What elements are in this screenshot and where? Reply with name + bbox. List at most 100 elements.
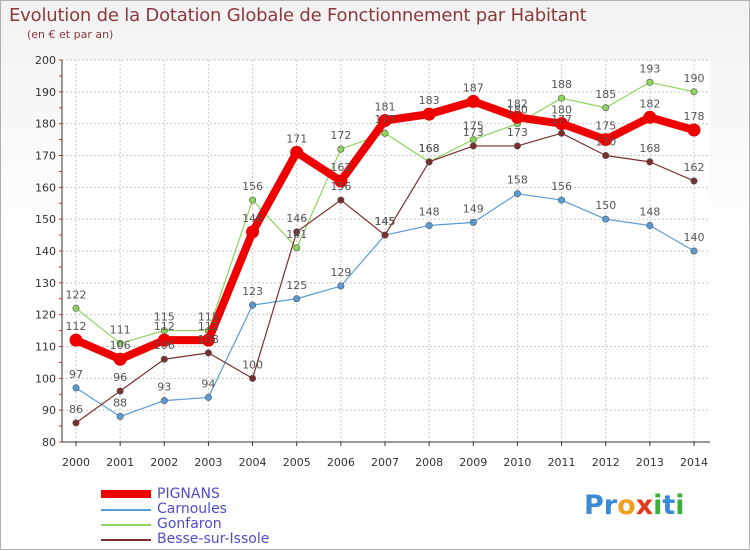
x-tick-label: 2014 — [680, 456, 708, 469]
y-tick-label: 190 — [35, 86, 56, 99]
data-point-pignans — [599, 133, 613, 147]
data-point-carnoules — [646, 222, 654, 230]
data-label-pignans: 112 — [66, 320, 87, 333]
data-label-gonfaron: 188 — [551, 78, 572, 91]
data-point-carnoules — [337, 282, 345, 290]
chart-title: Evolution de la Dotation Globale de Fonc… — [9, 5, 587, 26]
data-point-carnoules — [160, 397, 168, 405]
y-tick-label: 100 — [35, 372, 56, 385]
x-tick-label: 2012 — [592, 456, 620, 469]
data-label-pignans: 146 — [242, 212, 263, 225]
data-label-carnoules: 125 — [286, 279, 307, 292]
data-point-pignans — [157, 333, 171, 347]
data-point-pignans — [334, 174, 348, 188]
data-point-besse-sur-issole — [72, 419, 80, 427]
data-point-carnoules — [116, 413, 124, 421]
logo-letter: i — [653, 490, 663, 521]
data-point-besse-sur-issole — [204, 349, 212, 357]
data-point-carnoules — [425, 222, 433, 230]
data-label-pignans: 182 — [507, 97, 528, 110]
legend-swatch-besse-sur-issole — [101, 539, 151, 541]
data-label-gonfaron: 175 — [463, 120, 484, 133]
data-point-pignans — [510, 110, 524, 124]
data-point-besse-sur-issole — [381, 231, 389, 239]
y-tick-label: 90 — [42, 404, 56, 417]
legend-label-gonfaron: Gonfaron — [157, 516, 222, 532]
data-label-pignans: 175 — [595, 120, 616, 133]
data-point-besse-sur-issole — [249, 374, 257, 382]
data-point-gonfaron — [381, 129, 389, 137]
data-label-pignans: 183 — [419, 94, 440, 107]
legend-item-besse-sur-issole[interactable]: Besse-sur-Issole — [101, 531, 321, 548]
data-label-carnoules: 156 — [551, 180, 572, 193]
x-tick-label: 2002 — [150, 456, 178, 469]
data-label-pignans: 162 — [330, 161, 351, 174]
data-point-gonfaron — [646, 78, 654, 86]
data-label-besse-sur-issole: 170 — [595, 136, 616, 149]
data-point-gonfaron — [116, 339, 124, 347]
legend-item-carnoules[interactable]: Carnoules — [101, 501, 321, 518]
data-point-carnoules — [690, 247, 698, 255]
data-label-besse-sur-issole: 100 — [242, 358, 263, 371]
legend-swatch-carnoules — [101, 509, 151, 511]
data-point-besse-sur-issole — [160, 355, 168, 363]
y-tick-label: 110 — [35, 341, 56, 354]
data-label-pignans: 187 — [463, 81, 484, 94]
legend-item-gonfaron[interactable]: Gonfaron — [101, 516, 321, 533]
data-point-besse-sur-issole — [293, 228, 301, 236]
x-tick-label: 2005 — [283, 456, 311, 469]
data-point-besse-sur-issole — [513, 142, 521, 150]
data-label-pignans: 112 — [154, 320, 175, 333]
legend-label-carnoules: Carnoules — [157, 501, 227, 517]
logo-letter: i — [675, 490, 685, 521]
x-tick-label: 2003 — [194, 456, 222, 469]
y-tick-label: 150 — [35, 213, 56, 226]
data-label-gonfaron: 185 — [595, 88, 616, 101]
x-tick-label: 2010 — [503, 456, 531, 469]
data-label-pignans: 112 — [198, 320, 219, 333]
data-point-carnoules — [602, 215, 610, 223]
data-label-gonfaron: 172 — [330, 129, 351, 142]
data-point-carnoules — [469, 218, 477, 226]
y-tick-label: 130 — [35, 277, 56, 290]
data-point-pignans — [555, 117, 569, 131]
y-tick-label: 160 — [35, 181, 56, 194]
data-label-besse-sur-issole: 168 — [419, 142, 440, 155]
data-label-besse-sur-issole: 145 — [375, 215, 396, 228]
logo-letter: r — [603, 490, 618, 521]
data-point-carnoules — [249, 301, 257, 309]
data-label-besse-sur-issole: 162 — [684, 161, 705, 174]
data-label-carnoules: 88 — [113, 397, 127, 410]
y-tick-label: 180 — [35, 118, 56, 131]
data-label-besse-sur-issole: 156 — [330, 180, 351, 193]
data-point-gonfaron — [249, 196, 257, 204]
data-label-gonfaron: 111 — [110, 323, 131, 336]
data-point-pignans — [246, 225, 260, 239]
data-label-carnoules: 129 — [330, 266, 351, 279]
data-point-carnoules — [558, 196, 566, 204]
data-label-gonfaron: 115 — [154, 311, 175, 324]
x-tick-label: 2011 — [548, 456, 576, 469]
data-point-pignans — [687, 123, 701, 137]
data-point-pignans — [290, 145, 304, 159]
data-label-gonfaron: 190 — [684, 72, 705, 85]
data-point-pignans — [643, 110, 657, 124]
data-point-gonfaron — [690, 88, 698, 96]
proxiti-logo: Proxiti — [584, 490, 685, 521]
legend-item-pignans[interactable]: PIGNANS — [101, 486, 321, 503]
data-point-besse-sur-issole — [469, 142, 477, 150]
data-label-besse-sur-issole: 173 — [463, 126, 484, 139]
logo-letter: t — [662, 490, 676, 521]
data-label-carnoules: 150 — [595, 199, 616, 212]
data-label-carnoules: 140 — [684, 231, 705, 244]
logo-letter: x — [635, 490, 654, 521]
data-label-carnoules: 94 — [201, 377, 215, 390]
data-point-gonfaron — [337, 145, 345, 153]
x-tick-label: 2004 — [239, 456, 267, 469]
data-label-gonfaron: 168 — [419, 142, 440, 155]
data-point-besse-sur-issole — [337, 196, 345, 204]
data-label-gonfaron: 115 — [198, 311, 219, 324]
data-label-pignans: 178 — [684, 110, 705, 123]
data-point-carnoules — [513, 190, 521, 198]
